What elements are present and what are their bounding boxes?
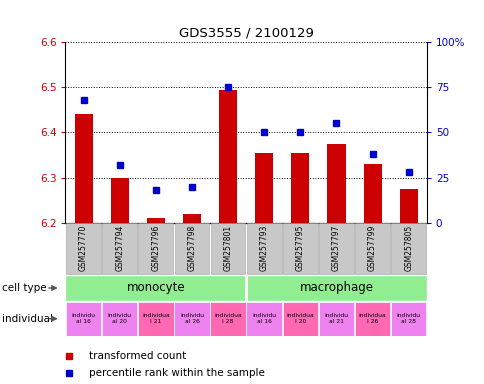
Bar xyxy=(318,223,353,274)
Bar xyxy=(75,114,92,223)
Text: cell type: cell type xyxy=(2,283,47,293)
Text: individual: individual xyxy=(2,314,53,324)
Bar xyxy=(219,89,237,223)
Bar xyxy=(66,223,101,274)
Text: individu
al 26: individu al 26 xyxy=(180,313,203,324)
Bar xyxy=(391,223,425,274)
Bar xyxy=(182,214,200,223)
Text: GSM257798: GSM257798 xyxy=(187,225,196,271)
Text: GSM257794: GSM257794 xyxy=(115,225,124,271)
Text: GSM257796: GSM257796 xyxy=(151,225,160,271)
Bar xyxy=(102,223,137,274)
Bar xyxy=(66,302,101,336)
Bar xyxy=(138,223,173,274)
Text: GSM257770: GSM257770 xyxy=(79,225,88,271)
Bar xyxy=(245,275,426,301)
Bar xyxy=(246,302,281,336)
Bar xyxy=(110,178,128,223)
Bar xyxy=(318,302,353,336)
Bar xyxy=(282,223,317,274)
Text: individu
al 16: individu al 16 xyxy=(72,313,95,324)
Text: individua
l 20: individua l 20 xyxy=(286,313,314,324)
Bar xyxy=(354,223,389,274)
Bar xyxy=(327,144,345,223)
Text: individua
l 26: individua l 26 xyxy=(358,313,386,324)
Text: monocyte: monocyte xyxy=(126,281,185,295)
Bar xyxy=(65,275,245,301)
Bar xyxy=(210,223,245,274)
Bar xyxy=(147,218,165,223)
Text: transformed count: transformed count xyxy=(89,351,186,361)
Bar xyxy=(174,302,209,336)
Bar xyxy=(390,302,425,336)
Text: GSM257801: GSM257801 xyxy=(223,225,232,271)
Bar xyxy=(255,153,272,223)
Text: macrophage: macrophage xyxy=(299,281,373,295)
Text: individua
l 28: individua l 28 xyxy=(214,313,242,324)
Bar xyxy=(138,302,173,336)
Text: GSM257795: GSM257795 xyxy=(295,225,304,271)
Bar xyxy=(210,302,245,336)
Bar xyxy=(354,302,390,336)
Bar xyxy=(102,302,137,336)
Bar xyxy=(363,164,381,223)
Text: individu
al 28: individu al 28 xyxy=(396,313,420,324)
Text: individu
al 21: individu al 21 xyxy=(324,313,348,324)
Bar xyxy=(399,189,417,223)
Title: GDS3555 / 2100129: GDS3555 / 2100129 xyxy=(178,26,313,40)
Text: individu
al 20: individu al 20 xyxy=(107,313,131,324)
Text: individu
al 16: individu al 16 xyxy=(252,313,275,324)
Bar xyxy=(246,223,281,274)
Text: GSM257793: GSM257793 xyxy=(259,225,268,271)
Text: GSM257799: GSM257799 xyxy=(367,225,377,271)
Bar xyxy=(174,223,209,274)
Bar xyxy=(282,302,318,336)
Bar xyxy=(291,153,309,223)
Text: individua
l 21: individua l 21 xyxy=(142,313,169,324)
Text: GSM257805: GSM257805 xyxy=(403,225,412,271)
Text: GSM257797: GSM257797 xyxy=(331,225,340,271)
Text: percentile rank within the sample: percentile rank within the sample xyxy=(89,368,264,378)
